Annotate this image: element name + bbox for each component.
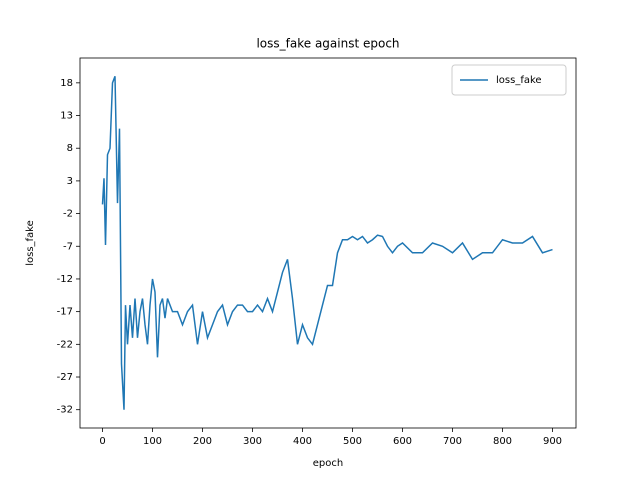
chart-title: loss_fake against epoch xyxy=(256,37,399,51)
x-tick-label: 800 xyxy=(493,436,512,447)
x-tick-label: 200 xyxy=(193,436,212,447)
y-tick-label: 3 xyxy=(67,176,73,187)
x-tick-label: 700 xyxy=(443,436,462,447)
y-tick-label: -7 xyxy=(63,241,73,252)
y-axis-label: loss_fake xyxy=(25,220,36,266)
y-tick-label: -27 xyxy=(57,372,73,383)
y-tick-label: -32 xyxy=(57,405,73,416)
y-tick-label: -2 xyxy=(63,209,73,220)
x-tick-label: 0 xyxy=(99,436,105,447)
y-tick-label: -12 xyxy=(57,274,73,285)
y-tick-label: -22 xyxy=(57,339,73,350)
y-tick-label: 18 xyxy=(60,78,73,89)
y-tick-label: 13 xyxy=(60,111,73,122)
x-tick-label: 300 xyxy=(243,436,262,447)
x-tick-label: 100 xyxy=(143,436,162,447)
y-tick-label: 8 xyxy=(67,143,73,154)
x-tick-label: 500 xyxy=(343,436,362,447)
y-tick-label: -17 xyxy=(57,307,73,318)
x-axis-label: epoch xyxy=(313,458,343,469)
plot-frame xyxy=(79,57,577,429)
line xyxy=(101,76,553,410)
legend-label: loss_fake xyxy=(496,75,542,86)
legend-box xyxy=(451,64,567,96)
x-tick-label: 900 xyxy=(543,436,562,447)
x-tick-label: 400 xyxy=(293,436,312,447)
x-tick-label: 600 xyxy=(393,436,412,447)
